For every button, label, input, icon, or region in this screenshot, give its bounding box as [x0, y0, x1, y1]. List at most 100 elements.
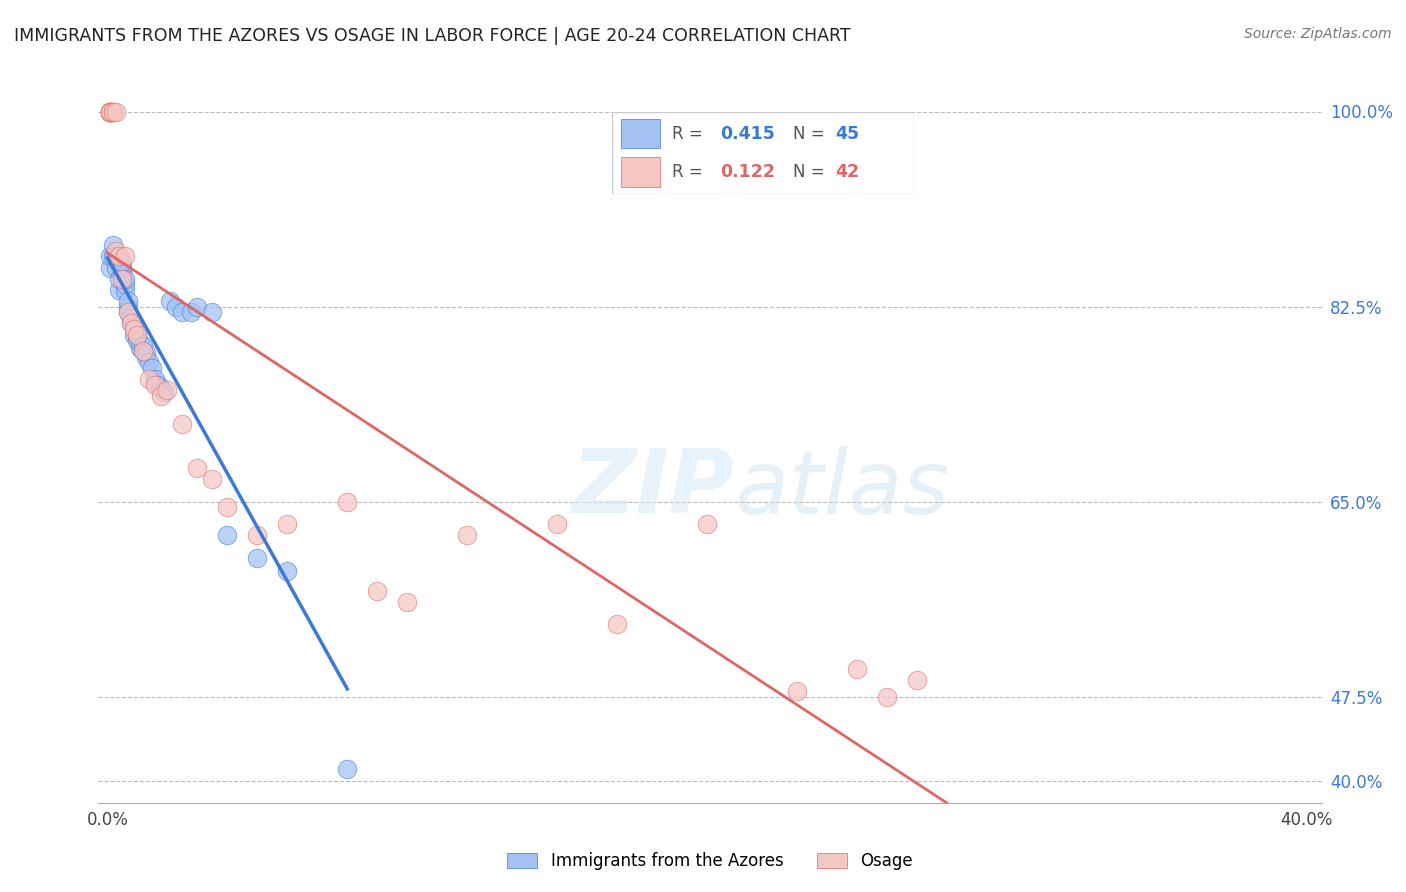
Point: [103, 250, 125, 264]
Point: [120, 316, 142, 330]
Point: [111, 255, 134, 269]
Point: [120, 316, 142, 330]
Point: [845, 662, 868, 676]
Point: [111, 260, 134, 275]
Point: [117, 305, 139, 319]
Point: [124, 327, 146, 342]
Point: [127, 327, 149, 342]
Point: [696, 516, 718, 531]
Point: [103, 104, 125, 119]
Point: [103, 104, 125, 119]
Point: [100, 104, 122, 119]
Point: [108, 283, 131, 297]
Y-axis label: In Labor Force | Age 20-24: In Labor Force | Age 20-24: [0, 336, 8, 556]
Point: [172, 417, 194, 431]
Point: [156, 384, 179, 398]
Point: [336, 494, 359, 508]
Text: N =: N =: [793, 163, 830, 181]
Point: [114, 271, 136, 285]
Text: N =: N =: [793, 125, 830, 143]
Point: [100, 104, 122, 119]
Text: 45: 45: [835, 125, 859, 143]
Point: [103, 104, 125, 119]
Point: [129, 341, 152, 355]
Point: [117, 305, 139, 319]
Point: [246, 528, 269, 542]
Point: [148, 377, 170, 392]
Point: [105, 104, 128, 119]
Point: [180, 305, 202, 319]
Point: [100, 104, 122, 119]
Text: Source: ZipAtlas.com: Source: ZipAtlas.com: [1244, 27, 1392, 41]
Point: [201, 472, 224, 486]
Point: [127, 327, 149, 342]
Point: [100, 250, 122, 264]
Point: [103, 238, 125, 252]
Text: ZIP: ZIP: [572, 445, 734, 533]
Point: [546, 516, 568, 531]
FancyBboxPatch shape: [612, 112, 914, 194]
Point: [456, 528, 478, 542]
Point: [786, 684, 808, 698]
Point: [217, 500, 239, 515]
Point: [124, 316, 146, 330]
FancyBboxPatch shape: [620, 119, 659, 148]
Point: [138, 372, 160, 386]
Point: [165, 300, 187, 314]
Point: [145, 372, 167, 386]
Point: [111, 266, 134, 280]
Point: [141, 360, 163, 375]
Point: [132, 344, 155, 359]
Point: [105, 250, 128, 264]
Point: [159, 294, 181, 309]
Point: [276, 516, 298, 531]
Point: [905, 673, 928, 687]
Text: R =: R =: [672, 163, 709, 181]
Point: [186, 461, 208, 475]
Point: [246, 550, 269, 565]
Point: [129, 336, 152, 351]
Point: [201, 305, 224, 319]
Point: [100, 104, 122, 119]
Point: [876, 690, 898, 704]
Point: [105, 244, 128, 258]
Point: [135, 350, 157, 364]
Point: [111, 271, 134, 285]
Point: [100, 104, 122, 119]
Point: [217, 528, 239, 542]
Text: 42: 42: [835, 163, 859, 181]
Point: [132, 338, 155, 352]
Point: [135, 346, 157, 360]
Point: [172, 305, 194, 319]
Point: [150, 389, 173, 403]
Text: R =: R =: [672, 125, 709, 143]
Point: [105, 260, 128, 275]
FancyBboxPatch shape: [620, 158, 659, 187]
Point: [276, 564, 298, 578]
Point: [108, 250, 131, 264]
Point: [117, 294, 139, 309]
Point: [606, 617, 628, 632]
Text: 0.415: 0.415: [720, 125, 775, 143]
Point: [114, 283, 136, 297]
Point: [153, 385, 176, 400]
Point: [138, 355, 160, 369]
Point: [100, 104, 122, 119]
Point: [186, 300, 208, 314]
Point: [114, 277, 136, 292]
Point: [100, 104, 122, 119]
Point: [145, 377, 167, 392]
Point: [100, 104, 122, 119]
Text: 0.122: 0.122: [720, 163, 776, 181]
Point: [114, 250, 136, 264]
Text: IMMIGRANTS FROM THE AZORES VS OSAGE IN LABOR FORCE | AGE 20-24 CORRELATION CHART: IMMIGRANTS FROM THE AZORES VS OSAGE IN L…: [14, 27, 851, 45]
Point: [120, 310, 142, 325]
Point: [132, 344, 155, 359]
Point: [117, 300, 139, 314]
Text: atlas: atlas: [734, 446, 949, 532]
Legend: Immigrants from the Azores, Osage: Immigrants from the Azores, Osage: [501, 846, 920, 877]
Point: [396, 595, 419, 609]
Point: [150, 381, 173, 395]
Point: [108, 271, 131, 285]
Point: [100, 260, 122, 275]
